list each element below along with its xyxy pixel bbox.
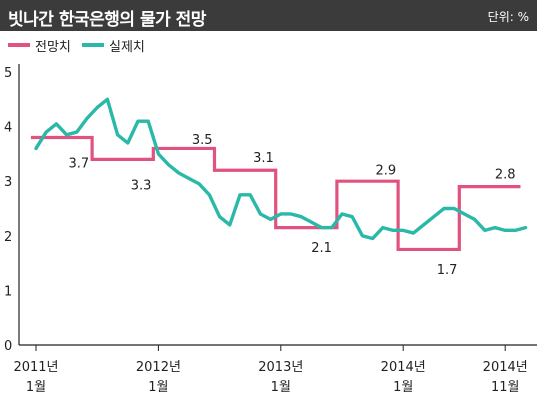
x-tick-label-year: 2012년 xyxy=(136,360,181,375)
y-tick-label: 2 xyxy=(4,230,12,245)
forecast-data-label: 3.1 xyxy=(253,151,274,166)
forecast-data-label: 1.7 xyxy=(437,263,458,278)
legend-label-forecast: 전망치 xyxy=(35,39,71,55)
x-tick-label-year: 2014년 xyxy=(381,360,426,375)
chart-title: 빗나간 한국은행의 물가 전망 xyxy=(8,10,206,30)
x-tick-label-year: 2013년 xyxy=(258,360,303,375)
forecast-data-label: 2.1 xyxy=(311,241,332,256)
x-tick-label-month: 1월 xyxy=(271,380,291,395)
legend-item-forecast: 전망치 xyxy=(8,37,71,55)
x-tick-label-year: 2014년 xyxy=(483,360,528,375)
x-tick-label-month: 11월 xyxy=(491,380,520,395)
actual-series-line xyxy=(34,97,528,241)
forecast-data-label: 3.3 xyxy=(131,178,152,193)
y-tick-label: 1 xyxy=(4,284,12,299)
y-tick-label: 0 xyxy=(4,339,12,354)
y-tick-label: 4 xyxy=(4,121,12,136)
unit-label: 단위: % xyxy=(487,10,529,24)
forecast-data-label: 3.5 xyxy=(192,133,213,148)
legend-swatch-actual xyxy=(82,43,104,47)
forecast-series-line xyxy=(30,135,521,252)
legend-item-actual: 실제치 xyxy=(82,37,145,55)
x-tick-label-month: 1월 xyxy=(26,380,46,395)
forecast-data-label: 2.8 xyxy=(495,167,516,182)
title-bar: 빗나간 한국은행의 물가 전망 단위: % xyxy=(0,0,537,31)
x-tick-label-month: 1월 xyxy=(148,380,168,395)
x-tick-label-year: 2011년 xyxy=(13,360,58,375)
y-tick-label: 5 xyxy=(4,66,12,81)
legend-label-actual: 실제치 xyxy=(109,39,145,55)
legend-swatch-forecast xyxy=(8,43,30,47)
x-tick-label-month: 1월 xyxy=(393,380,413,395)
forecast-data-label: 2.9 xyxy=(376,164,397,179)
forecast-data-label: 3.7 xyxy=(68,157,89,172)
y-tick-label: 3 xyxy=(4,175,12,190)
